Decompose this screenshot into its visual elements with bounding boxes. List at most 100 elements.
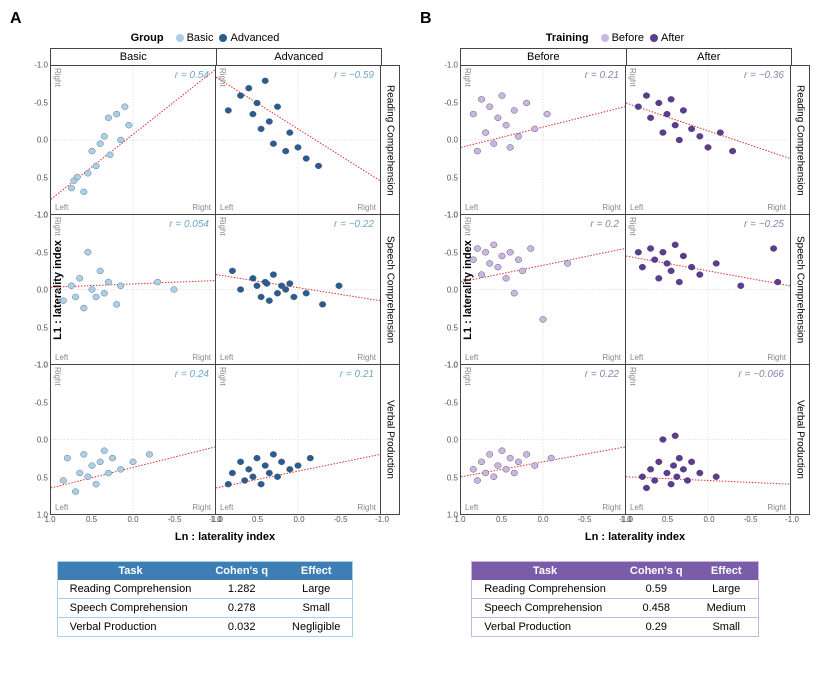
x-tick: 1.0 <box>620 515 631 524</box>
y-tick: 0.0 <box>37 136 48 145</box>
table-header: Effect <box>695 562 759 581</box>
y-tick: 0.5 <box>447 173 458 182</box>
y-tick: 0.0 <box>37 436 48 445</box>
table-cell: Reading Comprehension <box>472 580 618 599</box>
x-tick: 0.0 <box>127 515 138 524</box>
x-tick: 0.5 <box>662 515 673 524</box>
x-tick: 0.5 <box>86 515 97 524</box>
y-tick: -1.0 <box>444 61 458 70</box>
y-tick: -1.0 <box>444 211 458 220</box>
scatter-plot <box>626 66 790 214</box>
col-headers: BeforeAfter <box>460 48 810 65</box>
table-row: Verbal Production0.29Small <box>472 618 759 637</box>
cells: RightLeftRightr = 0.2RightLeftRightr = −… <box>460 215 791 365</box>
grid-b: BeforeAfterL1 : laterality index-1.0-0.5… <box>420 48 810 543</box>
effect-table: TaskCohen's qEffectReading Comprehension… <box>471 561 759 637</box>
table-cell: Reading Comprehension <box>57 580 203 599</box>
table-cell: 0.032 <box>203 618 280 637</box>
table-cell: Speech Comprehension <box>472 599 618 618</box>
y-axis: -1.0-0.50.00.51.0 <box>420 215 460 365</box>
chart-row: -1.0-0.50.00.51.0RightLeftRightr = 0.22R… <box>420 365 810 515</box>
col-header: After <box>627 48 793 65</box>
scatter-plot <box>626 365 790 514</box>
legend-swatch <box>176 34 184 42</box>
table-header: Effect <box>280 562 353 581</box>
panel-b-label: B <box>420 10 810 28</box>
table-cell: 0.458 <box>618 599 695 618</box>
table-cell: Negligible <box>280 618 353 637</box>
table-header: Task <box>472 562 618 581</box>
effect-table: TaskCohen's qEffectReading Comprehension… <box>57 561 354 637</box>
scatter-cell: RightLeftRightr = 0.22 <box>460 365 626 515</box>
scatter-plot <box>461 365 625 514</box>
row-label: Verbal Production <box>791 365 810 515</box>
row-label: Speech Comprehension <box>381 215 400 365</box>
legend-b: TrainingBeforeAfter <box>420 32 810 44</box>
legend-swatch <box>650 34 658 42</box>
x-tick: 1.0 <box>210 515 221 524</box>
panel-a-label: A <box>10 10 400 28</box>
y-axis: -1.0-0.50.00.51.0 <box>420 365 460 515</box>
scatter-plot <box>216 66 380 214</box>
scatter-plot <box>51 66 215 214</box>
scatter-cell: RightLeftRightr = 0.21 <box>460 65 626 215</box>
table-cell: Large <box>280 580 353 599</box>
table-cell: 0.278 <box>203 599 280 618</box>
table-row: Speech Comprehension0.458Medium <box>472 599 759 618</box>
row-label: Speech Comprehension <box>791 215 810 365</box>
scatter-cell: RightLeftRightr = 0.2 <box>460 215 626 365</box>
row-label: Reading Comprehension <box>791 65 810 215</box>
table-cell: Small <box>695 618 759 637</box>
y-tick: 0.0 <box>37 286 48 295</box>
scatter-plot <box>626 215 790 364</box>
table-cell: Small <box>280 599 353 618</box>
x-tick: 1.0 <box>44 515 55 524</box>
cells: RightLeftRightr = 0.22RightLeftRightr = … <box>460 365 791 515</box>
table-cell: Verbal Production <box>57 618 203 637</box>
table-cell: Medium <box>695 599 759 618</box>
table-row: Reading Comprehension1.282Large <box>57 580 353 599</box>
scatter-cell: RightLeftRightr = 0.21 <box>216 365 381 515</box>
scatter-cell: RightLeftRightr = −0.25 <box>626 215 791 365</box>
y-axis: -1.0-0.50.00.51.0 <box>10 365 50 515</box>
scatter-cell: RightLeftRightr = −0.22 <box>216 215 381 365</box>
y-axis: -1.0-0.50.00.51.0 <box>420 65 460 215</box>
x-tick: -0.5 <box>578 515 592 524</box>
legend-a: GroupBasicAdvanced <box>10 32 400 44</box>
legend-swatch <box>219 34 227 42</box>
y-tick: 0.5 <box>447 323 458 332</box>
panel-a: A GroupBasicAdvanced BasicAdvancedL1 : l… <box>10 10 400 543</box>
table-row: Verbal Production0.032Negligible <box>57 618 353 637</box>
scatter-plot <box>461 66 625 214</box>
legend-label: After <box>661 32 684 44</box>
col-header: Before <box>460 48 627 65</box>
y-tick: -1.0 <box>34 361 48 370</box>
cells: RightLeftRightr = 0.054RightLeftRightr =… <box>50 215 381 365</box>
figure: A GroupBasicAdvanced BasicAdvancedL1 : l… <box>10 10 810 543</box>
scatter-cell: RightLeftRightr = −0.066 <box>626 365 791 515</box>
scatter-cell: RightLeftRightr = −0.36 <box>626 65 791 215</box>
y-tick: 0.0 <box>447 286 458 295</box>
table-b-wrap: TaskCohen's qEffectReading Comprehension… <box>420 561 810 637</box>
table-header: Cohen's q <box>203 562 280 581</box>
y-tick: -0.5 <box>34 248 48 257</box>
scatter-cell: RightLeftRightr = 0.24 <box>50 365 216 515</box>
panel-b: B TrainingBeforeAfter BeforeAfterL1 : la… <box>420 10 810 543</box>
scatter-cell: RightLeftRightr = 0.54 <box>50 65 216 215</box>
scatter-plot <box>461 215 625 364</box>
col-header: Basic <box>50 48 217 65</box>
x-axis-label: Ln : laterality index <box>50 531 400 543</box>
y-tick: -0.5 <box>444 98 458 107</box>
x-axis-label: Ln : laterality index <box>460 531 810 543</box>
y-axis: -1.0-0.50.00.51.0 <box>10 215 50 365</box>
y-tick: 0.5 <box>37 173 48 182</box>
scatter-plot <box>51 215 215 364</box>
y-tick: -1.0 <box>34 211 48 220</box>
scatter-plot <box>216 215 380 364</box>
table-header: Task <box>57 562 203 581</box>
y-tick: -0.5 <box>444 248 458 257</box>
table-cell: Verbal Production <box>472 618 618 637</box>
table-row: Reading Comprehension0.59Large <box>472 580 759 599</box>
scatter-cell: RightLeftRightr = 0.054 <box>50 215 216 365</box>
row-label: Verbal Production <box>381 365 400 515</box>
